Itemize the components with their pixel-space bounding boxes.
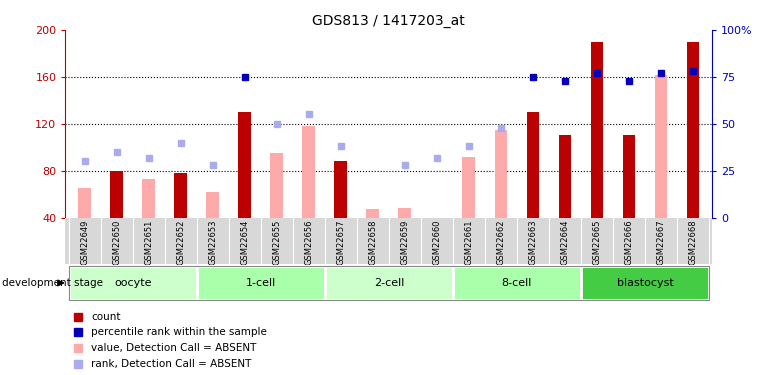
Bar [527, 112, 539, 218]
Text: value, Detection Call = ABSENT: value, Detection Call = ABSENT [92, 343, 256, 353]
Text: GSM22656: GSM22656 [304, 220, 313, 266]
Bar [334, 161, 347, 218]
Text: GSM22653: GSM22653 [208, 220, 217, 266]
Text: percentile rank within the sample: percentile rank within the sample [92, 327, 267, 337]
Text: GSM22652: GSM22652 [176, 220, 186, 265]
Bar [687, 42, 699, 218]
Text: GSM22668: GSM22668 [688, 220, 698, 266]
Text: GSM22661: GSM22661 [464, 220, 474, 266]
Text: 8-cell: 8-cell [502, 278, 532, 288]
Text: GSM22660: GSM22660 [433, 220, 441, 266]
Text: GSM22659: GSM22659 [400, 220, 410, 265]
Text: GSM22655: GSM22655 [273, 220, 281, 265]
Text: blastocyst: blastocyst [617, 278, 674, 288]
Bar [558, 135, 571, 218]
Bar [398, 208, 411, 218]
Text: 2-cell: 2-cell [373, 278, 404, 288]
FancyBboxPatch shape [69, 266, 196, 300]
FancyBboxPatch shape [325, 266, 453, 300]
Bar [142, 179, 155, 218]
Bar [79, 188, 91, 218]
Text: count: count [92, 312, 121, 322]
Bar [494, 130, 507, 218]
Bar [303, 126, 315, 218]
Text: GSM22665: GSM22665 [592, 220, 601, 266]
Text: GSM22649: GSM22649 [80, 220, 89, 265]
Text: GSM22657: GSM22657 [336, 220, 345, 266]
Text: GSM22651: GSM22651 [144, 220, 153, 265]
Bar [463, 157, 475, 218]
FancyBboxPatch shape [196, 266, 325, 300]
Text: GSM22662: GSM22662 [497, 220, 505, 266]
Text: oocyte: oocyte [114, 278, 152, 288]
Text: GSM22666: GSM22666 [624, 220, 634, 266]
Text: GSM22667: GSM22667 [657, 220, 665, 266]
FancyBboxPatch shape [453, 266, 581, 300]
Bar [206, 192, 219, 217]
Bar [110, 171, 123, 217]
FancyBboxPatch shape [581, 266, 709, 300]
Text: GSM22654: GSM22654 [240, 220, 249, 265]
Bar [174, 173, 187, 217]
Text: 1-cell: 1-cell [246, 278, 276, 288]
Bar [239, 112, 251, 218]
Bar [367, 209, 380, 218]
Bar [591, 42, 604, 218]
Text: GSM22650: GSM22650 [112, 220, 121, 265]
Text: development stage: development stage [2, 278, 102, 288]
Text: GSM22663: GSM22663 [528, 220, 537, 266]
Text: GSM22658: GSM22658 [368, 220, 377, 266]
Text: GSM22664: GSM22664 [561, 220, 570, 266]
Bar [654, 75, 668, 217]
Bar [270, 153, 283, 218]
Title: GDS813 / 1417203_at: GDS813 / 1417203_at [313, 13, 465, 28]
Bar [623, 135, 635, 218]
Text: rank, Detection Call = ABSENT: rank, Detection Call = ABSENT [92, 358, 252, 369]
